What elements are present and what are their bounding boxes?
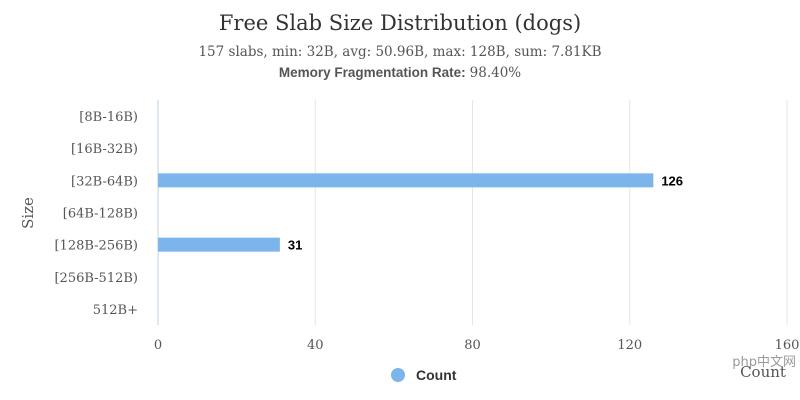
y-tick-label: [32B-64B) (71, 174, 138, 189)
bar-data-label: 31 (288, 238, 302, 253)
x-axis-tick-labels: 0 40 80 120 160 (154, 338, 800, 353)
x-tick-label: 40 (307, 338, 324, 353)
x-tick-label: 0 (154, 338, 162, 353)
y-tick-label: [256B-512B) (54, 271, 138, 286)
bar[interactable] (158, 173, 654, 188)
y-tick-label: 512B+ (93, 303, 138, 318)
y-axis-title: Size (19, 197, 37, 229)
gridlines (157, 100, 788, 325)
y-tick-label: [8B-16B) (79, 110, 138, 125)
y-tick-label: [128B-256B) (54, 239, 138, 254)
bar-data-label: 126 (661, 173, 683, 188)
data-labels: 126 31 (288, 173, 683, 252)
y-tick-label: [64B-128B) (63, 207, 138, 222)
legend[interactable]: Count (391, 367, 457, 383)
x-tick-label: 160 (775, 338, 800, 353)
y-tick-label: [16B-32B) (71, 142, 138, 157)
legend-marker (391, 368, 405, 382)
x-tick-label: 80 (464, 338, 481, 353)
legend-label: Count (416, 367, 457, 383)
y-axis-tick-labels: [8B-16B) [16B-32B) [32B-64B) [64B-128B) [128… (54, 110, 138, 318)
chart-subtitle: 157 slabs, min: 32B, avg: 50.96B, max: 1… (198, 44, 601, 60)
x-axis-title: Count (740, 363, 786, 381)
watermark-logo: php中文网 (732, 355, 796, 370)
fragmentation-line: Memory Fragmentation Rate: 98.40% (279, 65, 521, 81)
bar[interactable] (158, 237, 280, 252)
bars (158, 173, 654, 252)
x-tick-label: 120 (617, 338, 642, 353)
fragmentation-label: Memory Fragmentation Rate: (279, 65, 466, 80)
fragmentation-value: 98.40% (470, 65, 522, 81)
chart-title: Free Slab Size Distribution (dogs) (219, 11, 581, 35)
